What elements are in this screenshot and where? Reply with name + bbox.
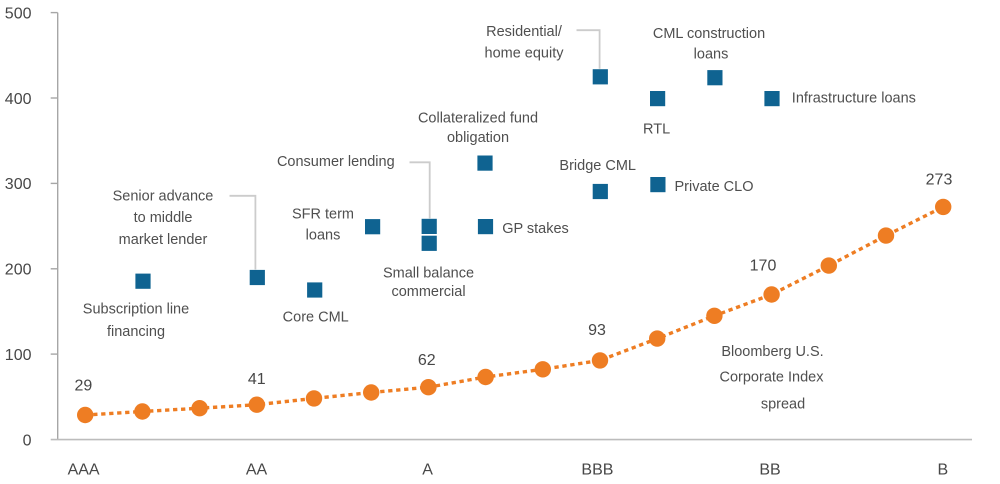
svg-text:300: 300 [5,176,32,193]
svg-text:BBB: BBB [581,462,613,479]
svg-text:loans: loans [694,47,729,63]
svg-text:RTL: RTL [643,122,670,138]
svg-text:200: 200 [5,262,32,279]
svg-text:home equity: home equity [485,45,565,61]
svg-text:Senior advance: Senior advance [113,188,214,204]
svg-text:CML construction: CML construction [653,26,765,42]
svg-text:93: 93 [588,322,606,339]
svg-text:Small balance: Small balance [383,266,474,282]
svg-text:spread: spread [761,396,805,412]
svg-text:500: 500 [5,5,32,22]
svg-text:Private CLO: Private CLO [675,179,754,195]
svg-text:Core CML: Core CML [283,310,349,326]
svg-text:Residential/: Residential/ [486,24,563,40]
svg-text:Corporate Index: Corporate Index [720,369,825,385]
svg-text:GP stakes: GP stakes [502,221,569,237]
svg-text:B: B [937,462,948,479]
svg-text:Collateralized fund: Collateralized fund [418,110,538,126]
svg-text:commercial: commercial [391,284,465,300]
svg-text:financing: financing [107,324,165,340]
svg-text:41: 41 [248,371,266,388]
svg-text:170: 170 [750,257,777,274]
svg-text:obligation: obligation [447,130,509,146]
svg-text:AAA: AAA [68,462,100,479]
svg-text:SFR term: SFR term [292,206,354,222]
svg-text:Infrastructure loans: Infrastructure loans [792,91,916,107]
svg-text:market lender: market lender [119,232,208,248]
svg-text:AA: AA [246,462,268,479]
svg-text:BB: BB [759,462,780,479]
svg-text:273: 273 [926,171,953,188]
svg-text:400: 400 [5,91,32,108]
svg-text:Bridge CML: Bridge CML [559,158,636,174]
svg-text:Subscription line: Subscription line [83,301,189,317]
svg-text:Bloomberg U.S.: Bloomberg U.S. [721,344,823,360]
svg-text:loans: loans [306,228,341,244]
svg-text:Consumer lending: Consumer lending [277,154,395,170]
svg-text:to middle: to middle [134,210,193,226]
svg-text:A: A [422,462,433,479]
svg-text:29: 29 [75,378,93,395]
svg-text:62: 62 [418,352,436,369]
svg-text:0: 0 [23,432,32,449]
svg-text:100: 100 [5,347,32,364]
